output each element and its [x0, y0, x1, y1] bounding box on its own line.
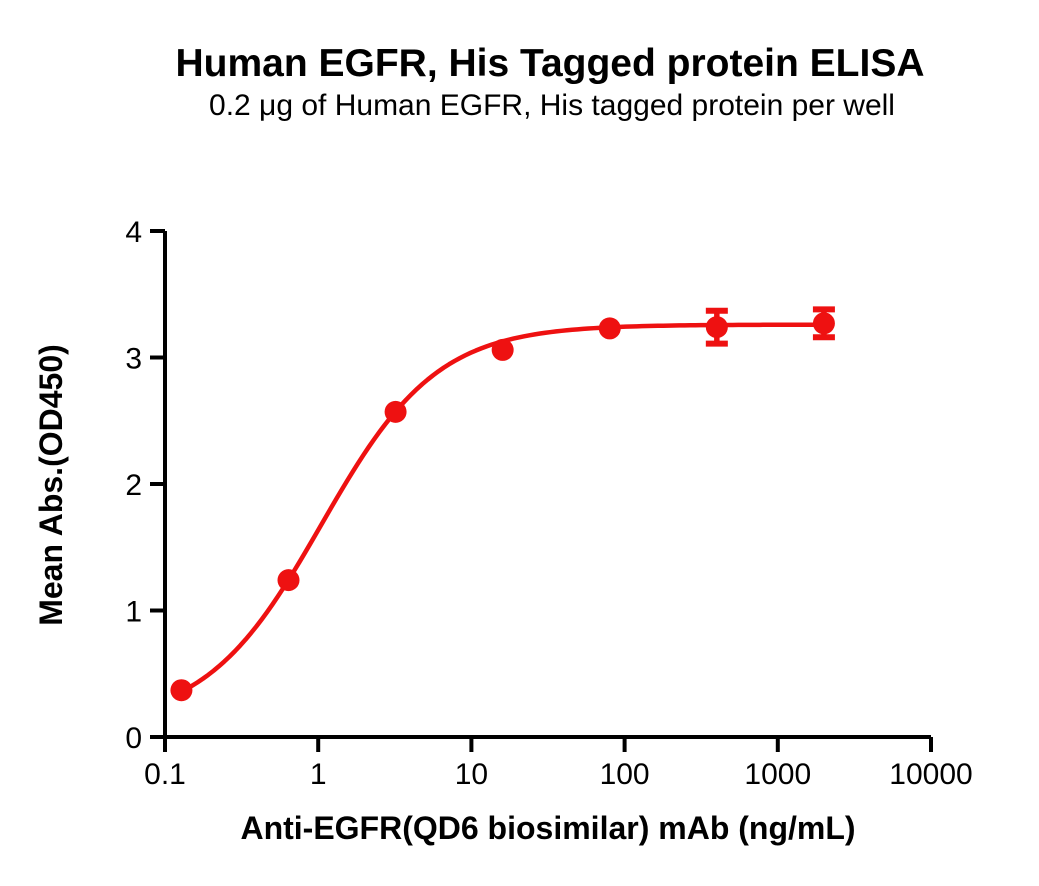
data-point-marker	[277, 569, 300, 592]
y-axis-label: Mean Abs.(OD450)	[33, 344, 69, 626]
data-point-marker	[491, 338, 514, 361]
data-point-layer	[170, 312, 835, 702]
y-tick-label: 4	[125, 216, 142, 249]
x-tick-labels: 0.1 1 10 100 1000 10000	[144, 758, 973, 791]
fit-curve-path	[179, 322, 827, 694]
y-tick-label: 3	[125, 343, 142, 376]
y-tick-label: 1	[125, 596, 142, 629]
x-tick-label: 100	[600, 758, 650, 791]
x-axis-label: Anti-EGFR(QD6 biosimilar) mAb (ng/mL)	[240, 810, 855, 846]
data-point-marker	[705, 316, 728, 339]
y-tick-label: 2	[125, 469, 142, 502]
data-point-marker	[170, 679, 193, 702]
x-tick-label: 10000	[889, 758, 972, 791]
fit-curve-layer	[179, 322, 827, 694]
x-tick-label: 10	[455, 758, 488, 791]
data-point-marker	[812, 312, 835, 335]
y-tick-labels: 0 1 2 3 4	[125, 216, 142, 755]
x-tick-label: 1	[310, 758, 327, 791]
data-point-marker	[384, 400, 407, 423]
y-tick-label: 0	[125, 722, 142, 755]
x-tick-label: 1000	[744, 758, 811, 791]
x-tick-label: 0.1	[144, 758, 186, 791]
axes	[150, 229, 933, 752]
chart-subtitle: 0.2 μg of Human EGFR, His tagged protein…	[209, 89, 895, 122]
data-point-marker	[598, 317, 621, 340]
chart-title: Human EGFR, His Tagged protein ELISA	[176, 42, 925, 85]
